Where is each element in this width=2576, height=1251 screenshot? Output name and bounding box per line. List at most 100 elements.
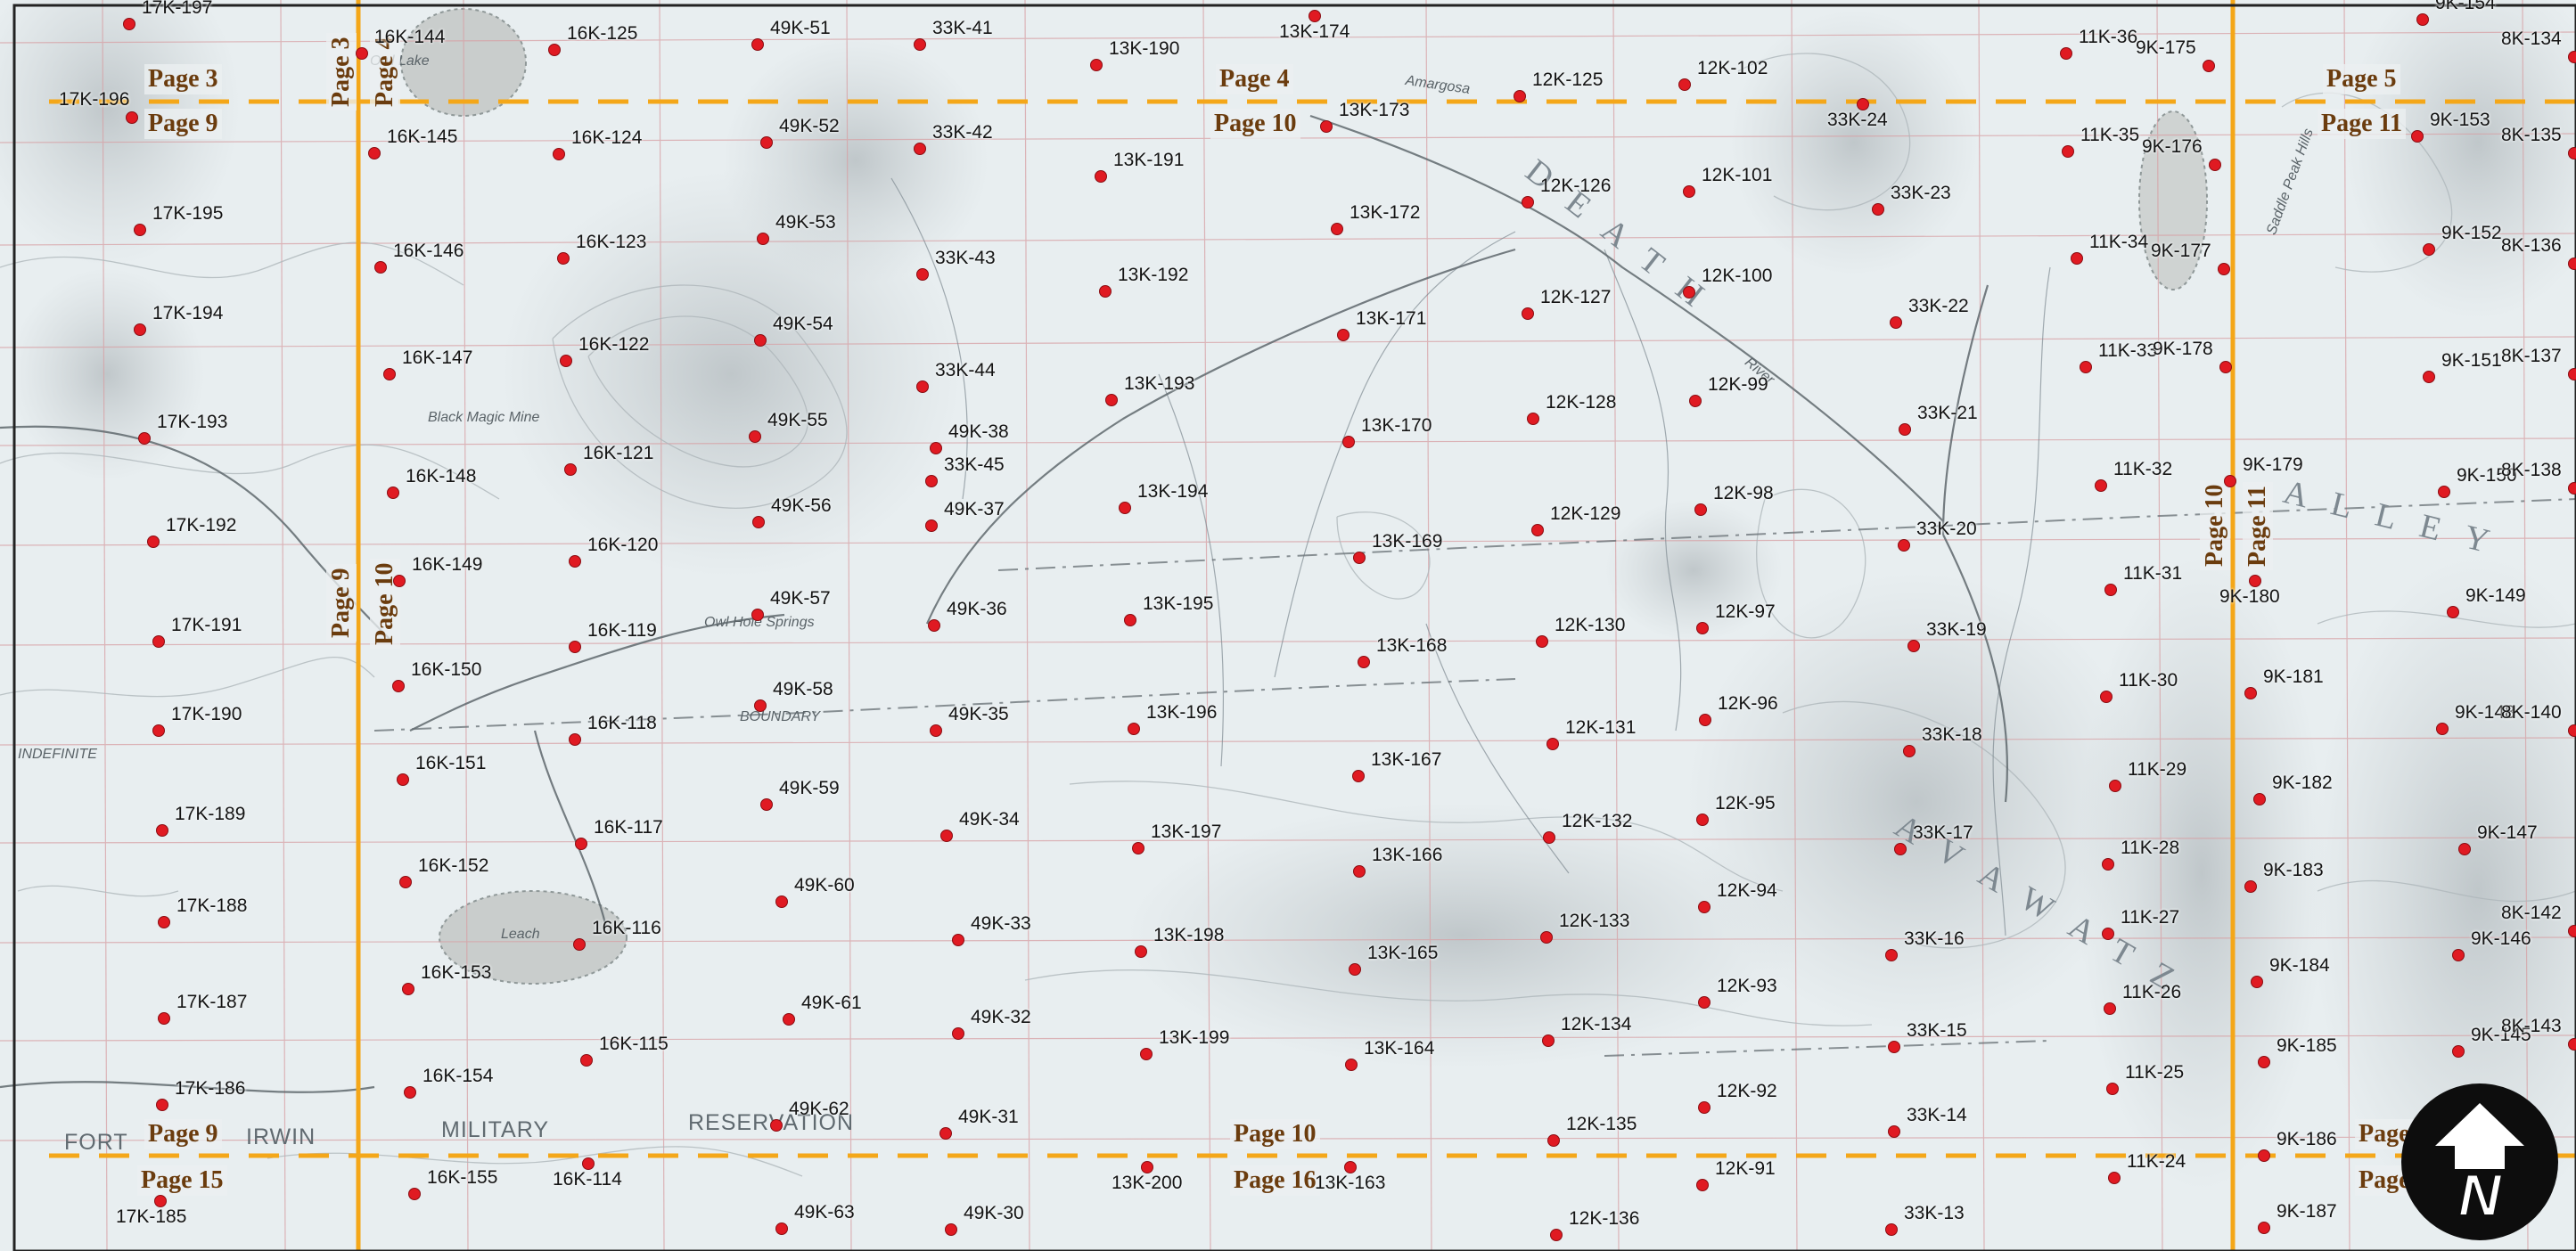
marker-dot-icon[interactable] (1342, 436, 1355, 448)
marker-dot-icon[interactable] (1888, 1125, 1900, 1138)
marker-dot-icon[interactable] (2203, 60, 2215, 72)
marker-dot-icon[interactable] (152, 724, 165, 737)
marker-dot-icon[interactable] (557, 252, 570, 265)
marker-dot-icon[interactable] (2104, 584, 2117, 596)
marker-dot-icon[interactable] (952, 934, 964, 946)
marker-dot-icon[interactable] (2102, 928, 2114, 940)
marker-dot-icon[interactable] (1857, 98, 1869, 110)
marker-dot-icon[interactable] (2106, 1083, 2119, 1095)
marker-dot-icon[interactable] (925, 475, 938, 487)
marker-dot-icon[interactable] (2258, 1222, 2270, 1234)
marker-dot-icon[interactable] (1683, 286, 1695, 298)
marker-dot-icon[interactable] (2416, 13, 2429, 26)
marker-dot-icon[interactable] (945, 1223, 957, 1236)
marker-dot-icon[interactable] (1095, 170, 1107, 183)
marker-dot-icon[interactable] (1090, 59, 1103, 71)
marker-dot-icon[interactable] (1358, 656, 1370, 668)
page-reference-label[interactable]: Page 11 (2318, 109, 2406, 139)
marker-dot-icon[interactable] (1527, 413, 1539, 425)
marker-dot-icon[interactable] (569, 733, 581, 746)
marker-dot-icon[interactable] (775, 1222, 788, 1235)
page-reference-label[interactable]: Page 16 (1230, 1165, 1320, 1196)
marker-dot-icon[interactable] (2253, 793, 2266, 805)
marker-dot-icon[interactable] (1678, 78, 1691, 91)
marker-dot-icon[interactable] (930, 442, 942, 454)
marker-dot-icon[interactable] (2568, 1038, 2576, 1051)
marker-dot-icon[interactable] (1890, 316, 1902, 329)
marker-dot-icon[interactable] (1546, 738, 1559, 750)
page-reference-label[interactable]: Page 15 (137, 1165, 227, 1196)
marker-dot-icon[interactable] (1899, 423, 1911, 436)
marker-dot-icon[interactable] (775, 895, 788, 908)
marker-dot-icon[interactable] (1135, 945, 1147, 958)
marker-dot-icon[interactable] (1349, 963, 1361, 976)
marker-dot-icon[interactable] (783, 1013, 795, 1026)
marker-dot-icon[interactable] (1696, 622, 1709, 634)
marker-dot-icon[interactable] (1694, 503, 1707, 516)
marker-dot-icon[interactable] (2080, 361, 2092, 373)
marker-dot-icon[interactable] (582, 1157, 595, 1170)
page-reference-label[interactable]: Page 10 (370, 559, 400, 649)
marker-dot-icon[interactable] (1698, 901, 1710, 913)
marker-dot-icon[interactable] (156, 824, 168, 837)
page-reference-label[interactable]: Page (2355, 1119, 2414, 1149)
marker-dot-icon[interactable] (374, 261, 387, 274)
marker-dot-icon[interactable] (383, 368, 396, 380)
marker-dot-icon[interactable] (1898, 539, 1910, 552)
marker-dot-icon[interactable] (2258, 1056, 2270, 1068)
marker-dot-icon[interactable] (2258, 1149, 2270, 1162)
marker-dot-icon[interactable] (2244, 880, 2257, 893)
marker-dot-icon[interactable] (2447, 606, 2459, 618)
marker-dot-icon[interactable] (1542, 1034, 1555, 1047)
page-reference-label[interactable]: Page 5 (2323, 64, 2400, 94)
marker-dot-icon[interactable] (752, 516, 765, 528)
page-reference-label[interactable]: Page 9 (326, 564, 357, 642)
marker-dot-icon[interactable] (1550, 1229, 1563, 1241)
marker-dot-icon[interactable] (1320, 120, 1333, 133)
marker-dot-icon[interactable] (356, 47, 368, 60)
marker-dot-icon[interactable] (569, 555, 581, 568)
marker-dot-icon[interactable] (1894, 843, 1907, 855)
marker-dot-icon[interactable] (2209, 159, 2221, 171)
page-reference-label[interactable]: Page 3 (144, 64, 222, 94)
marker-dot-icon[interactable] (2568, 482, 2576, 495)
page-reference-label[interactable]: Page 10 (1230, 1119, 1320, 1149)
marker-dot-icon[interactable] (1689, 395, 1702, 407)
marker-dot-icon[interactable] (1128, 723, 1140, 735)
marker-dot-icon[interactable] (2568, 925, 2576, 937)
marker-dot-icon[interactable] (916, 380, 929, 393)
marker-dot-icon[interactable] (2568, 258, 2576, 270)
marker-dot-icon[interactable] (939, 1127, 952, 1140)
marker-dot-icon[interactable] (1124, 614, 1136, 626)
marker-dot-icon[interactable] (126, 111, 138, 124)
marker-dot-icon[interactable] (1872, 203, 1884, 216)
marker-dot-icon[interactable] (770, 1119, 783, 1132)
marker-dot-icon[interactable] (575, 838, 587, 850)
marker-dot-icon[interactable] (1132, 842, 1144, 854)
marker-dot-icon[interactable] (916, 268, 929, 281)
marker-dot-icon[interactable] (1345, 1059, 1358, 1071)
marker-dot-icon[interactable] (2423, 243, 2435, 256)
marker-dot-icon[interactable] (2102, 858, 2114, 871)
marker-dot-icon[interactable] (1699, 714, 1711, 726)
marker-dot-icon[interactable] (2104, 1002, 2116, 1015)
marker-dot-icon[interactable] (138, 432, 151, 445)
marker-dot-icon[interactable] (760, 798, 773, 811)
marker-dot-icon[interactable] (1540, 931, 1553, 944)
marker-dot-icon[interactable] (2568, 147, 2576, 159)
marker-dot-icon[interactable] (2423, 371, 2435, 383)
marker-dot-icon[interactable] (1337, 329, 1350, 341)
marker-dot-icon[interactable] (1352, 770, 1365, 782)
marker-dot-icon[interactable] (749, 430, 761, 443)
marker-dot-icon[interactable] (123, 18, 135, 30)
marker-dot-icon[interactable] (2108, 1172, 2121, 1184)
marker-dot-icon[interactable] (1698, 996, 1710, 1009)
marker-dot-icon[interactable] (134, 323, 146, 336)
marker-dot-icon[interactable] (2244, 687, 2257, 699)
marker-dot-icon[interactable] (397, 773, 409, 786)
marker-dot-icon[interactable] (1344, 1161, 1357, 1173)
marker-dot-icon[interactable] (2458, 843, 2471, 855)
marker-dot-icon[interactable] (2568, 51, 2576, 63)
marker-dot-icon[interactable] (1536, 635, 1548, 648)
